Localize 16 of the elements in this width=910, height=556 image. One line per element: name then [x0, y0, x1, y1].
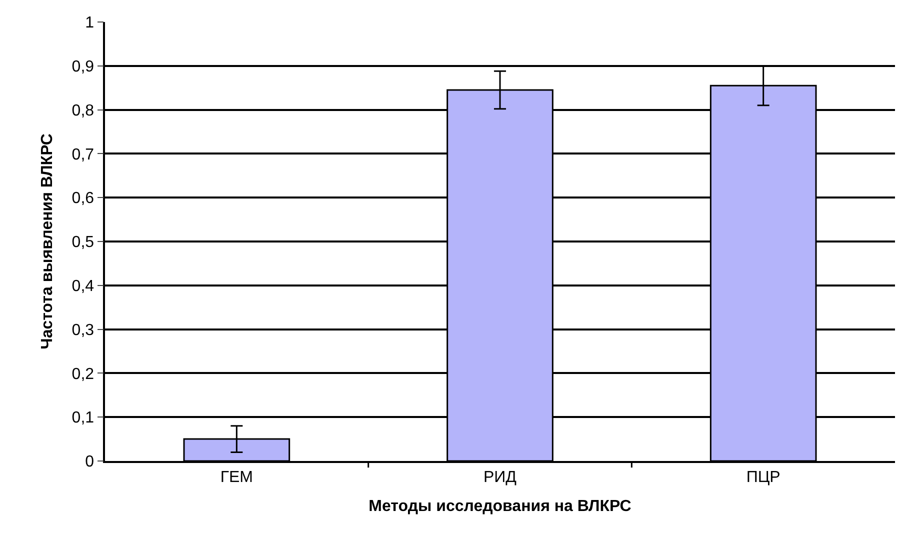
x-axis-title: Методы исследования на ВЛКРС	[368, 498, 632, 516]
y-tick-label: 0	[85, 454, 94, 471]
y-tick-label: 0,6	[72, 190, 94, 208]
y-tick-label: 0,4	[72, 278, 94, 295]
y-tick-label: 0,9	[72, 58, 94, 76]
y-tick-label: 0,5	[72, 234, 94, 252]
y-tick-label: 0,2	[72, 366, 94, 383]
y-tick-label: 0,7	[72, 146, 94, 164]
x-tick-label: ПЦР	[746, 468, 780, 486]
y-tick-label: 0,8	[72, 102, 94, 120]
x-tick-label: РИД	[483, 468, 517, 486]
y-axis-title: Частота выявления ВЛКРС	[39, 133, 56, 350]
y-tick-label: 0,1	[72, 410, 94, 427]
y-tick-label: 1	[85, 14, 94, 32]
y-tick-label: 0,3	[72, 322, 94, 339]
x-tick-label: ГЕМ	[220, 468, 254, 486]
